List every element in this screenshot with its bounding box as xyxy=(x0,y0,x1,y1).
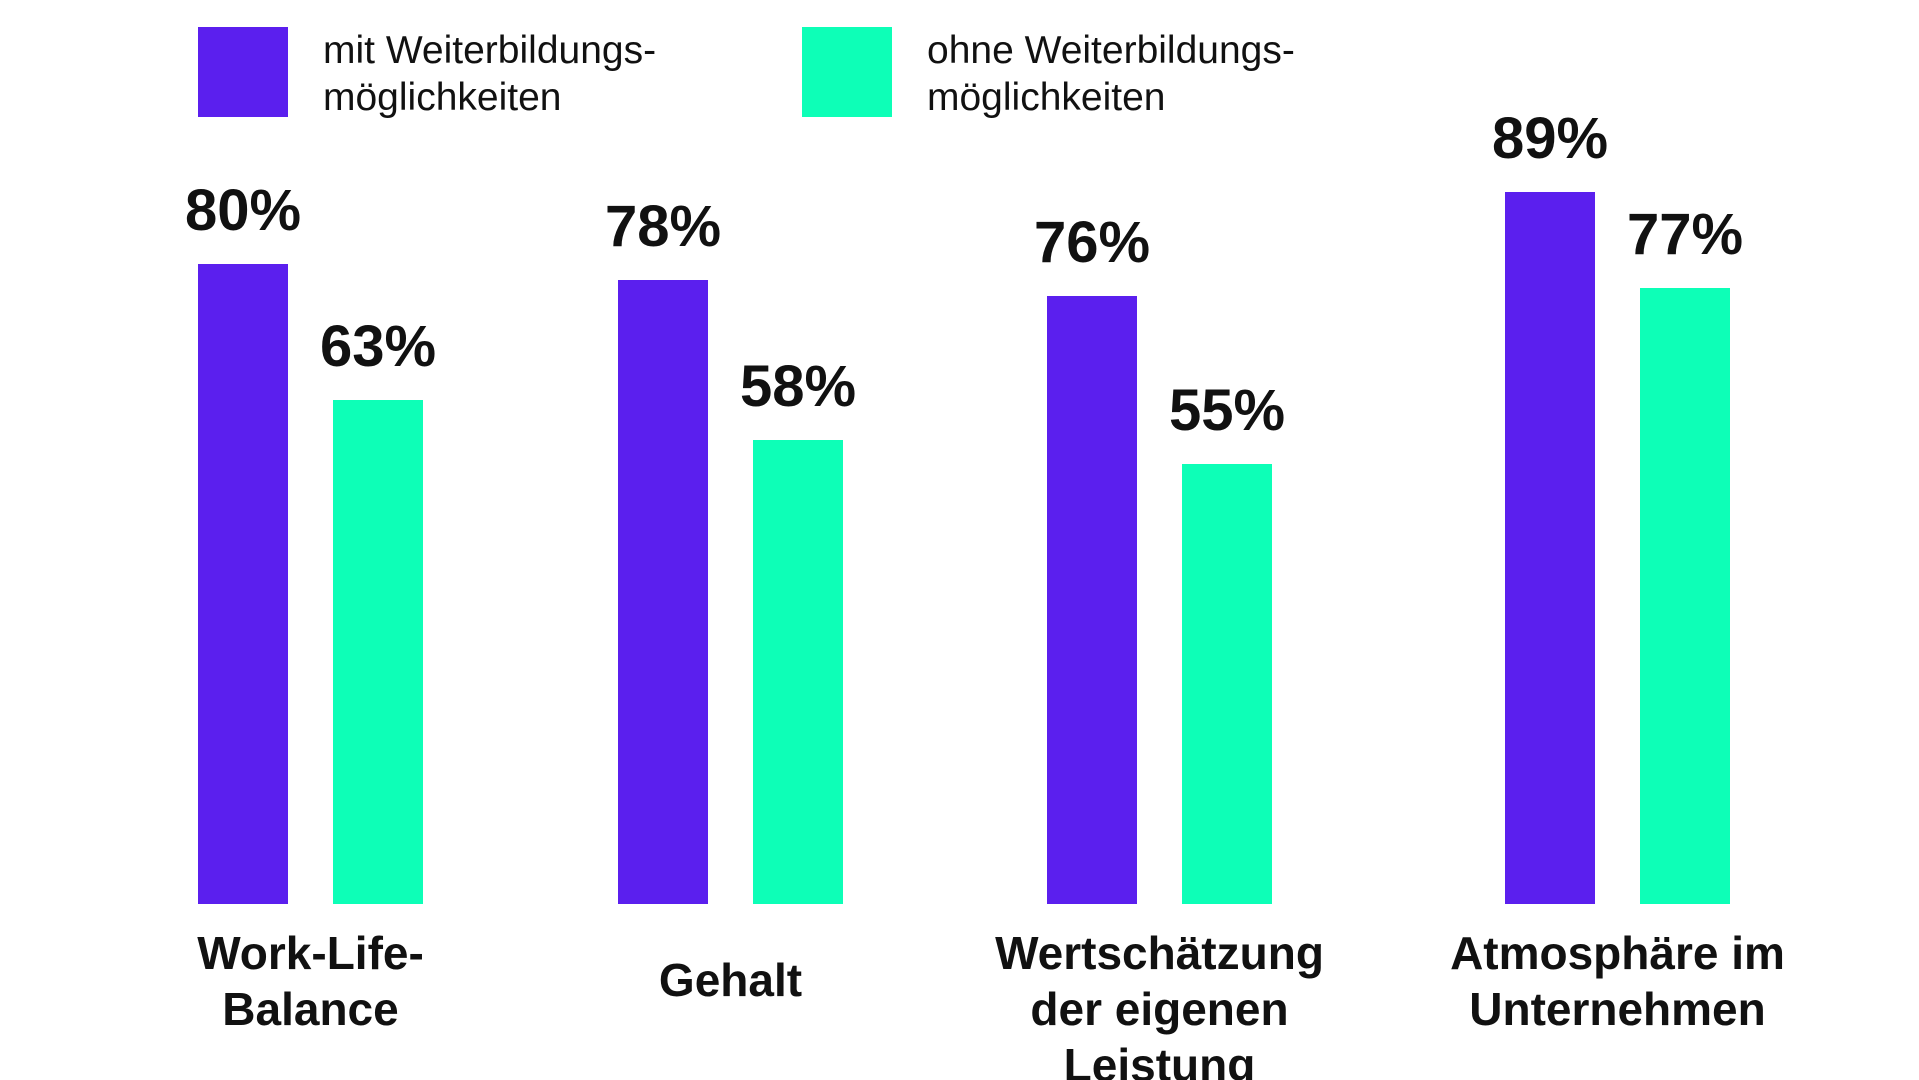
legend-swatch-2 xyxy=(802,27,892,117)
category-label-line: der eigenen xyxy=(1030,983,1288,1035)
category-label-line: Gehalt xyxy=(659,954,802,1006)
value-label-series2-1: 63% xyxy=(320,314,436,379)
bar-series2-2 xyxy=(753,440,843,904)
value-label-series2-3: 55% xyxy=(1169,378,1285,443)
category-label-line: Work-Life- xyxy=(197,927,424,979)
legend-item-2: ohne Weiterbildungs-möglichkeiten xyxy=(802,27,1295,119)
legend-swatch-1 xyxy=(198,27,288,117)
bar-series2-3 xyxy=(1182,464,1272,904)
bars xyxy=(198,192,1730,904)
legend-label-1: mit Weiterbildungs-möglichkeiten xyxy=(323,29,656,119)
bar-series2-4 xyxy=(1640,288,1730,904)
category-labels: Work-Life-Balance Gehalt Wertschätzung der … xyxy=(197,927,1785,1080)
legend-label-line: möglichkeiten xyxy=(323,76,561,119)
value-label-series2-2: 58% xyxy=(740,354,856,419)
bar-series1-3 xyxy=(1047,296,1137,904)
value-label-series1-4: 89% xyxy=(1492,106,1608,171)
category-label-3: Wertschätzung der eigenen Leistung xyxy=(995,927,1324,1080)
value-label-series1-1: 80% xyxy=(185,178,301,243)
category-label-2: Gehalt xyxy=(659,954,802,1006)
legend-label-2: ohne Weiterbildungs-möglichkeiten xyxy=(927,29,1295,119)
category-label-line: Atmosphäre im xyxy=(1450,927,1785,979)
value-label-series1-3: 76% xyxy=(1034,210,1150,275)
value-label-series1-2: 78% xyxy=(605,194,721,259)
category-label-4: Atmosphäre im Unternehmen xyxy=(1450,927,1785,1035)
category-label-line: Wertschätzung xyxy=(995,927,1324,979)
category-label-1: Work-Life-Balance xyxy=(197,927,424,1035)
legend-item-1: mit Weiterbildungs-möglichkeiten xyxy=(198,27,656,119)
category-label-line: Leistung xyxy=(1064,1039,1256,1080)
category-label-line: Unternehmen xyxy=(1469,983,1765,1035)
legend-label-line: ohne Weiterbildungs- xyxy=(927,29,1295,72)
value-label-series2-4: 77% xyxy=(1627,202,1743,267)
bar-series1-1 xyxy=(198,264,288,904)
bar-series2-1 xyxy=(333,400,423,904)
value-labels: 80% 78% 76% 89% 63% 58% 55% 77% xyxy=(185,106,1743,443)
bar-series1-4 xyxy=(1505,192,1595,904)
category-label-line: Balance xyxy=(222,983,398,1035)
legend-label-line: mit Weiterbildungs- xyxy=(323,29,656,72)
legend-label-line: möglichkeiten xyxy=(927,76,1165,119)
bar-series1-2 xyxy=(618,280,708,904)
